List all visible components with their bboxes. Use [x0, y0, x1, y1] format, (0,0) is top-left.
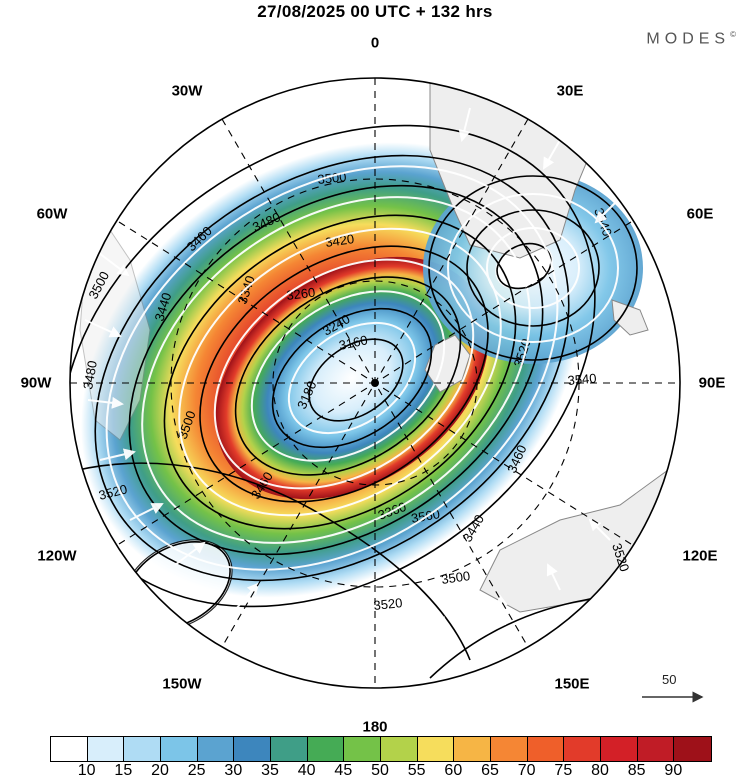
- page-title: 27/08/2025 00 UTC + 132 hrs: [257, 2, 493, 21]
- modes-logo: MODES©: [646, 30, 736, 48]
- colorbar-tick: 10: [77, 762, 96, 779]
- colorbar-cell[interactable]: [124, 737, 162, 761]
- lon-label-30w: 30W: [171, 82, 203, 100]
- svg-text:3520: 3520: [373, 595, 403, 613]
- lon-label-180: 180: [362, 718, 388, 736]
- vector-scale-value: 50: [662, 672, 677, 687]
- wind-arrow-icon: [642, 691, 704, 703]
- svg-text:3160: 3160: [338, 332, 369, 353]
- colorbar-cell[interactable]: [307, 737, 345, 761]
- colorbar-tick: 90: [664, 762, 683, 779]
- lon-label-90e: 90E: [698, 374, 726, 392]
- polar-stereographic-map[interactable]: 3500 3480 3460 3420 3260 3340 3440 3500 …: [0, 0, 750, 720]
- pole-marker: [371, 379, 379, 387]
- colorbar-cell[interactable]: [417, 737, 455, 761]
- filled-contour-field: [70, 78, 680, 688]
- lon-label-0: 0: [370, 34, 380, 52]
- colorbar-cell[interactable]: [234, 737, 272, 761]
- colorbar-cell[interactable]: [161, 737, 198, 761]
- colorbar-cell[interactable]: [637, 737, 675, 761]
- colorbar-tick: 70: [517, 762, 536, 779]
- colorbar-cell[interactable]: [527, 737, 565, 761]
- map-disc: 3500 3480 3460 3420 3260 3340 3440 3500 …: [69, 77, 681, 689]
- colorbar-tick: 55: [407, 762, 426, 779]
- colorbar-tick: 25: [187, 762, 206, 779]
- svg-text:3540: 3540: [567, 371, 597, 388]
- lon-label-150w: 150W: [162, 675, 202, 693]
- colorbar-tick: 20: [151, 762, 169, 779]
- lon-label-120w: 120W: [37, 547, 77, 565]
- colorbar-cell[interactable]: [344, 737, 382, 761]
- colorbar-swatches[interactable]: [50, 736, 712, 762]
- map-outline: [69, 77, 681, 689]
- lon-label-30e: 30E: [556, 82, 584, 100]
- colorbar-cell[interactable]: [197, 737, 235, 761]
- colorbar-cell[interactable]: [491, 737, 528, 761]
- lon-label-60e: 60E: [686, 205, 714, 223]
- colorbar-tick: 85: [627, 762, 646, 779]
- lon-label-60w: 60W: [36, 205, 68, 223]
- colorbar-cell[interactable]: [271, 737, 308, 761]
- lon-label-90w: 90W: [20, 374, 52, 392]
- streamlines: [84, 89, 653, 651]
- colorbar-tick: 15: [114, 762, 133, 779]
- lon-label-120e: 120E: [682, 547, 718, 565]
- svg-text:3420: 3420: [324, 231, 355, 250]
- copyright-icon: ©: [730, 30, 736, 39]
- modes-logo-text: MODES: [646, 30, 731, 48]
- colorbar-tick: 60: [444, 762, 463, 779]
- colorbar-cell[interactable]: [51, 737, 88, 761]
- colorbar-tick: 65: [481, 762, 499, 779]
- colorbar-cell[interactable]: [381, 737, 418, 761]
- vector-scale-key: 50: [640, 672, 720, 712]
- colorbar-ticklabels: 10 15 20 25 30 35 40 45 50 55 60 65 70 75 80 85 90: [50, 762, 712, 784]
- colorbar-tick: 30: [224, 762, 243, 779]
- lon-label-150e: 150E: [554, 675, 590, 693]
- colorbar-cell[interactable]: [87, 737, 125, 761]
- colorbar-tick: 80: [591, 762, 609, 779]
- svg-text:3520: 3520: [97, 481, 129, 503]
- colorbar-tick: 50: [371, 762, 389, 779]
- colorbar-cell[interactable]: [601, 737, 638, 761]
- colorbar-tick: 35: [261, 762, 279, 779]
- colorbar-cell[interactable]: [564, 737, 602, 761]
- colorbar-cell[interactable]: [674, 737, 712, 761]
- colorbar-cell[interactable]: [454, 737, 492, 761]
- colorbar[interactable]: 10 15 20 25 30 35 40 45 50 55 60 65 70 75 80 85 90: [50, 736, 712, 779]
- colorbar-tick: 75: [554, 762, 573, 779]
- colorbar-tick: 45: [334, 762, 353, 779]
- colorbar-tick: 40: [297, 762, 316, 779]
- svg-text:3500: 3500: [440, 568, 471, 587]
